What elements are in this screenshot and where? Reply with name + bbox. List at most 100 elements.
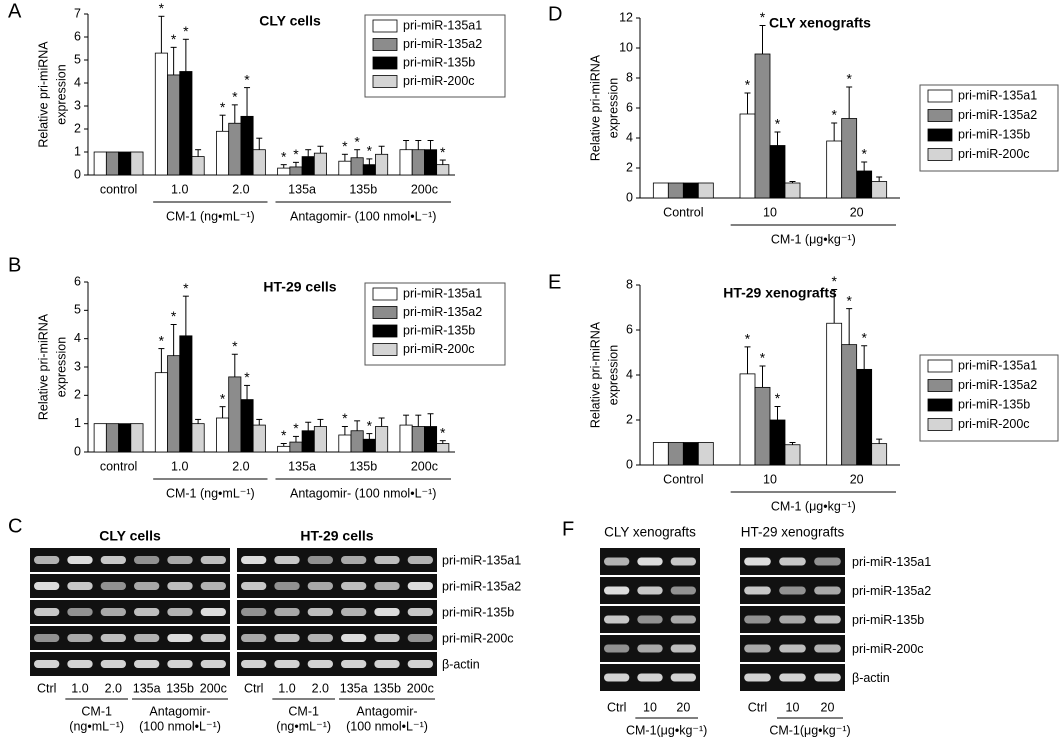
bar (338, 160, 352, 176)
significance-star: * (244, 369, 250, 385)
gel-band (307, 582, 333, 590)
bar (841, 118, 858, 199)
error-bar (744, 346, 751, 374)
gel-band (167, 660, 193, 668)
bar (130, 423, 144, 453)
gel-band (637, 615, 663, 624)
gel-band (407, 556, 433, 564)
gel-band (100, 582, 126, 590)
gel-band (744, 586, 771, 595)
gel-band (744, 673, 771, 682)
y-tick-label: 0 (626, 190, 633, 204)
significance-star: * (159, 0, 165, 16)
error-bar (789, 181, 796, 183)
error-bar (861, 345, 868, 370)
gel-band (779, 644, 806, 653)
y-axis-label: Relative pri-miRNA (36, 41, 50, 148)
x-tick-label: 135a (288, 182, 316, 196)
bar (841, 344, 858, 466)
legend-swatch (927, 89, 953, 103)
error-bar (415, 414, 422, 427)
gel-band (200, 608, 226, 616)
group-label: (100 nmol•L⁻¹) (346, 719, 428, 733)
x-tick-label: 1.0 (171, 459, 188, 473)
bar (856, 170, 873, 199)
gel-band (670, 557, 696, 566)
y-tick-label: 4 (74, 331, 81, 345)
bar (871, 181, 888, 199)
group-label: Antagomir- (100 nmol•L⁻¹) (290, 486, 436, 500)
lane-label: Ctrl (244, 681, 263, 695)
y-tick-label: 2 (74, 388, 81, 402)
bar (216, 130, 230, 176)
gel-band (307, 634, 333, 642)
y-axis-label: expression (606, 78, 620, 138)
panel-letter: E (548, 271, 561, 293)
gel-band (814, 557, 841, 566)
y-axis-label: expression (54, 337, 68, 397)
bar (252, 424, 266, 453)
gel-band (307, 556, 333, 564)
y-tick-label: 2 (626, 160, 633, 174)
bar (436, 443, 450, 453)
error-bar (244, 384, 251, 400)
legend-swatch (372, 324, 398, 338)
error-bar (305, 149, 312, 157)
error-bar (195, 418, 202, 424)
gel-band (779, 586, 806, 595)
bar (739, 373, 756, 466)
lane-label: 135b (373, 681, 401, 695)
significance-star: * (760, 350, 766, 366)
bar (411, 149, 425, 176)
lane-label: 20 (821, 700, 835, 714)
bar (191, 423, 205, 453)
significance-star: * (367, 143, 373, 159)
gel-band (241, 556, 267, 564)
bar (240, 115, 254, 176)
error-bar (280, 443, 287, 447)
gel-band (34, 608, 60, 616)
significance-star: * (281, 427, 287, 443)
bar (118, 423, 132, 453)
gel-title: CLY xenografts (604, 525, 696, 540)
bar (871, 443, 888, 466)
bar (826, 140, 843, 199)
gel-band (407, 660, 433, 668)
error-bar (439, 440, 446, 444)
gel-band (67, 660, 93, 668)
significance-star: * (846, 71, 852, 87)
lane-label: Ctrl (37, 681, 56, 695)
y-tick-label: 3 (74, 359, 81, 373)
bar (289, 166, 303, 176)
gel-band (407, 608, 433, 616)
error-bar (831, 122, 838, 141)
y-tick-label: 0 (74, 444, 81, 458)
error-bar (439, 159, 446, 165)
chart-title: CLY xenografts (769, 15, 871, 31)
lane-label: 10 (786, 700, 800, 714)
gel-band (341, 582, 367, 590)
group-label: Antagomir- (149, 704, 210, 718)
legend-swatch (372, 56, 398, 70)
bar (350, 430, 364, 453)
lane-label: 135a (133, 681, 161, 695)
bar (118, 151, 132, 176)
bar (826, 322, 843, 466)
gel-row (30, 626, 230, 650)
gel-band (274, 660, 300, 668)
legend-label: pri-miR-135a1 (958, 358, 1037, 372)
legend-label: pri-miR-135a1 (403, 286, 482, 300)
gel-row (30, 652, 230, 676)
y-tick-label: 2 (626, 412, 633, 426)
gel-band (670, 644, 696, 653)
gel-band (814, 673, 841, 682)
y-tick-label: 6 (74, 274, 81, 288)
lane-label: 135b (166, 681, 194, 695)
significance-star: * (846, 292, 852, 308)
significance-star: * (342, 410, 348, 426)
error-bar (182, 295, 189, 336)
gel-band (374, 608, 400, 616)
error-bar (219, 406, 226, 418)
bar (424, 149, 438, 176)
bar (399, 149, 413, 176)
